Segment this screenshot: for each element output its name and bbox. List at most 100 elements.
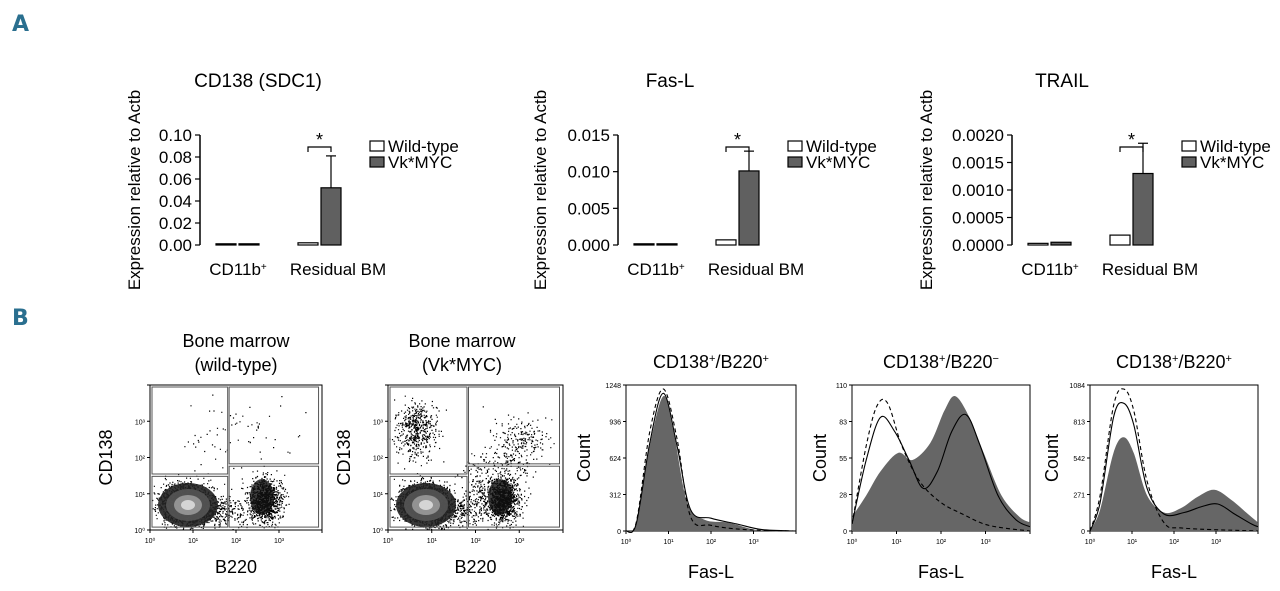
bar-vkmyc (1132, 172, 1154, 246)
x-tick-label: 10² (231, 538, 242, 545)
bar-wildtype (1109, 234, 1131, 246)
histogram-title: CD138+/B220+ (653, 352, 769, 372)
histogram (623, 384, 797, 534)
significance-star: * (316, 130, 323, 150)
y-tick-label: 0.06 (159, 170, 192, 189)
significance-star: * (734, 130, 741, 150)
legend-swatch-wildtype (369, 140, 385, 152)
y-tick-label: 10¹ (135, 492, 146, 499)
bar-vkmyc (738, 170, 760, 246)
significance-bracket (725, 146, 750, 152)
histogram (849, 384, 1031, 534)
bar-wildtype (1027, 242, 1049, 246)
y-tick-label: 1248 (605, 383, 621, 390)
y-tick-label: 0.0010 (952, 181, 1004, 200)
panel-label-a: A (12, 12, 30, 37)
y-tick-label: 312 (609, 493, 621, 500)
legend-label: Wild-type (806, 137, 877, 156)
dot-plot-title: Bone marrow (182, 331, 290, 351)
y-tick-label: 813 (1073, 420, 1085, 427)
bar-wildtype (633, 243, 655, 246)
x-category-label: Residual BM (708, 260, 804, 279)
x-tick-label: 10¹ (427, 538, 438, 545)
y-tick-label: 0.0005 (952, 209, 1004, 228)
y-tick-label: 0.000 (567, 236, 610, 255)
y-tick-label: 10¹ (373, 492, 384, 499)
chart-title: TRAIL (1035, 71, 1089, 92)
x-tick-label: 10³ (274, 538, 285, 545)
y-tick-label: 0.10 (159, 126, 192, 145)
y-tick-label: 28 (839, 493, 847, 500)
legend-swatch-vkmyc (787, 156, 803, 168)
x-axis-label: Fas-L (1151, 562, 1197, 582)
x-category-label: CD11b+ (209, 260, 267, 279)
bar-vkmyc (656, 243, 678, 246)
legend-label: Wild-type (388, 137, 459, 156)
y-tick-label: 0.08 (159, 148, 192, 167)
y-axis-label: Expression relative to Actb (917, 90, 936, 290)
y-axis-label: Expression relative to Actb (125, 90, 144, 290)
density-cluster (250, 479, 274, 515)
histogram-solid-curve (1089, 402, 1259, 532)
x-tick-label: 10¹ (891, 539, 902, 546)
gate (389, 475, 468, 528)
y-tick-label: 83 (839, 420, 847, 427)
bar-vkmyc (1050, 241, 1072, 246)
y-tick-label: 110 (836, 383, 847, 390)
histogram-title: CD138+/B220+ (1116, 352, 1232, 372)
density-core (181, 500, 195, 510)
x-category-label: CD11b+ (627, 260, 685, 279)
bar-vkmyc (238, 243, 260, 246)
y-tick-label: 10² (373, 456, 384, 463)
x-tick-label: 10¹ (1127, 539, 1138, 546)
x-tick-label: 10² (936, 539, 947, 546)
gate (151, 475, 229, 528)
dot-plot (147, 384, 323, 533)
significance-bracket (307, 146, 332, 152)
x-tick-label: 10³ (980, 539, 991, 546)
chart-title: CD138 (SDC1) (194, 71, 322, 92)
dot-plot-title: Bone marrow (408, 331, 516, 351)
x-tick-label: 10² (706, 539, 717, 546)
dot-plot-subtitle: (Vk*MYC) (422, 355, 502, 375)
x-tick-label: 10⁰ (1085, 538, 1096, 546)
legend-label: Vk*MYC (1200, 153, 1264, 172)
histogram (1087, 384, 1259, 534)
dot-plot-subtitle: (wild-type) (194, 355, 277, 375)
histogram-dashed-curve (1089, 388, 1259, 532)
x-tick-label: 10⁰ (621, 538, 632, 546)
y-tick-label: 542 (1073, 456, 1085, 463)
y-tick-label: 10³ (135, 419, 146, 426)
y-tick-label: 0.00 (159, 236, 192, 255)
y-tick-label: 936 (609, 420, 621, 427)
y-tick-label: 0.010 (567, 163, 610, 182)
chart-title: Fas-L (646, 71, 695, 92)
histogram-title: CD138+/B220− (883, 352, 999, 372)
x-tick-label: 10³ (1211, 539, 1222, 546)
x-axis-label: B220 (215, 557, 257, 577)
y-axis-label: Count (1042, 434, 1062, 482)
histogram-filled-curve (1090, 437, 1258, 531)
legend-swatch-vkmyc (369, 156, 385, 168)
gate (151, 386, 229, 475)
gate (468, 465, 560, 528)
significance-bracket (1119, 146, 1144, 152)
x-tick-label: 10⁰ (847, 538, 858, 546)
dot-plot (385, 384, 564, 533)
bar-wildtype (715, 239, 737, 246)
y-tick-label: 0 (617, 529, 621, 536)
y-tick-label: 10⁰ (134, 527, 145, 535)
panel-label-b: B (12, 306, 29, 331)
gate (389, 386, 468, 475)
x-tick-label: 10⁰ (383, 537, 394, 545)
y-tick-label: 0.0015 (952, 154, 1004, 173)
bar-wildtype (215, 243, 237, 246)
x-category-label: Residual BM (290, 260, 386, 279)
y-axis-label: CD138 (334, 429, 354, 485)
x-axis-label: Fas-L (918, 562, 964, 582)
x-tick-label: 10¹ (663, 539, 674, 546)
significance-star: * (1128, 130, 1135, 150)
y-tick-label: 55 (839, 456, 847, 463)
legend-swatch-wildtype (1181, 140, 1197, 152)
x-tick-label: 10² (470, 538, 481, 545)
